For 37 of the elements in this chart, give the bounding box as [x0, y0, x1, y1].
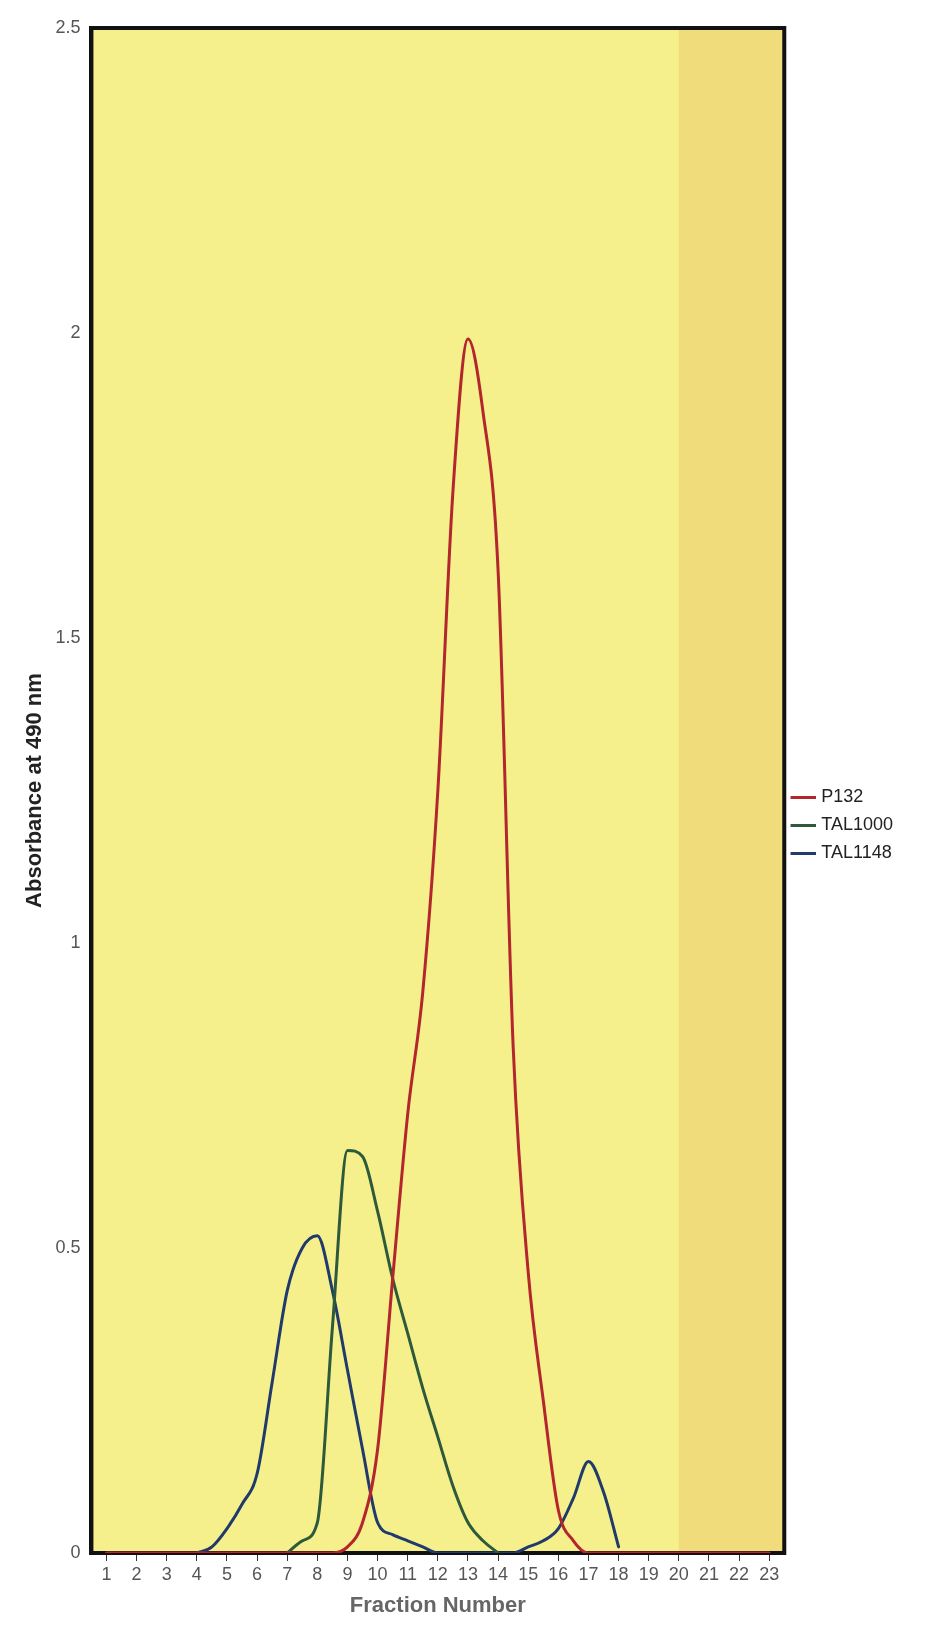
x-tick-label: 5: [221, 1563, 232, 1584]
legend-label: P132: [821, 786, 864, 807]
x-tick-label: 2: [131, 1563, 142, 1584]
x-tick-label: 11: [398, 1563, 418, 1584]
x-tick-label: 3: [161, 1563, 172, 1584]
y-tick-label: 0: [70, 1541, 81, 1562]
x-tick-label: 12: [427, 1563, 448, 1584]
x-tick-label: 23: [759, 1563, 780, 1584]
x-tick-label: 4: [191, 1563, 202, 1584]
x-tick-label: 18: [608, 1563, 629, 1584]
x-tick-label: 21: [698, 1563, 719, 1584]
y-axis-title: Absorbance at 490 nm: [21, 673, 47, 908]
x-tick-label: 17: [578, 1563, 599, 1584]
x-tick-label: 13: [457, 1563, 478, 1584]
x-tick-label: 14: [488, 1563, 509, 1584]
x-tick-label: 16: [548, 1563, 569, 1584]
x-tick-label: 15: [518, 1563, 539, 1584]
line-series: [195, 1234, 621, 1553]
x-tick-label: 10: [367, 1563, 388, 1584]
y-tick-label: 2: [70, 321, 81, 342]
x-tick-label: 7: [282, 1563, 293, 1584]
x-axis-title: Fraction Number: [349, 1591, 527, 1617]
x-tick-label: 1: [101, 1563, 112, 1584]
y-tick-label: 0.5: [55, 1236, 81, 1257]
x-tick-label: 9: [342, 1563, 353, 1584]
line-series: [104, 337, 771, 1553]
x-tick-label: 22: [729, 1563, 750, 1584]
x-tick-label: 6: [252, 1563, 263, 1584]
line-series: [285, 1148, 500, 1553]
y-tick-label: 2.5: [55, 16, 81, 37]
x-tick-label: 8: [312, 1563, 323, 1584]
y-tick-label: 1.5: [55, 626, 81, 647]
y-tick-label: 1: [70, 931, 81, 952]
x-tick-label: 19: [638, 1563, 659, 1584]
legend-label: TAL1000: [821, 814, 893, 835]
legend-label: TAL1148: [821, 842, 892, 863]
x-tick-label: 20: [668, 1563, 689, 1584]
